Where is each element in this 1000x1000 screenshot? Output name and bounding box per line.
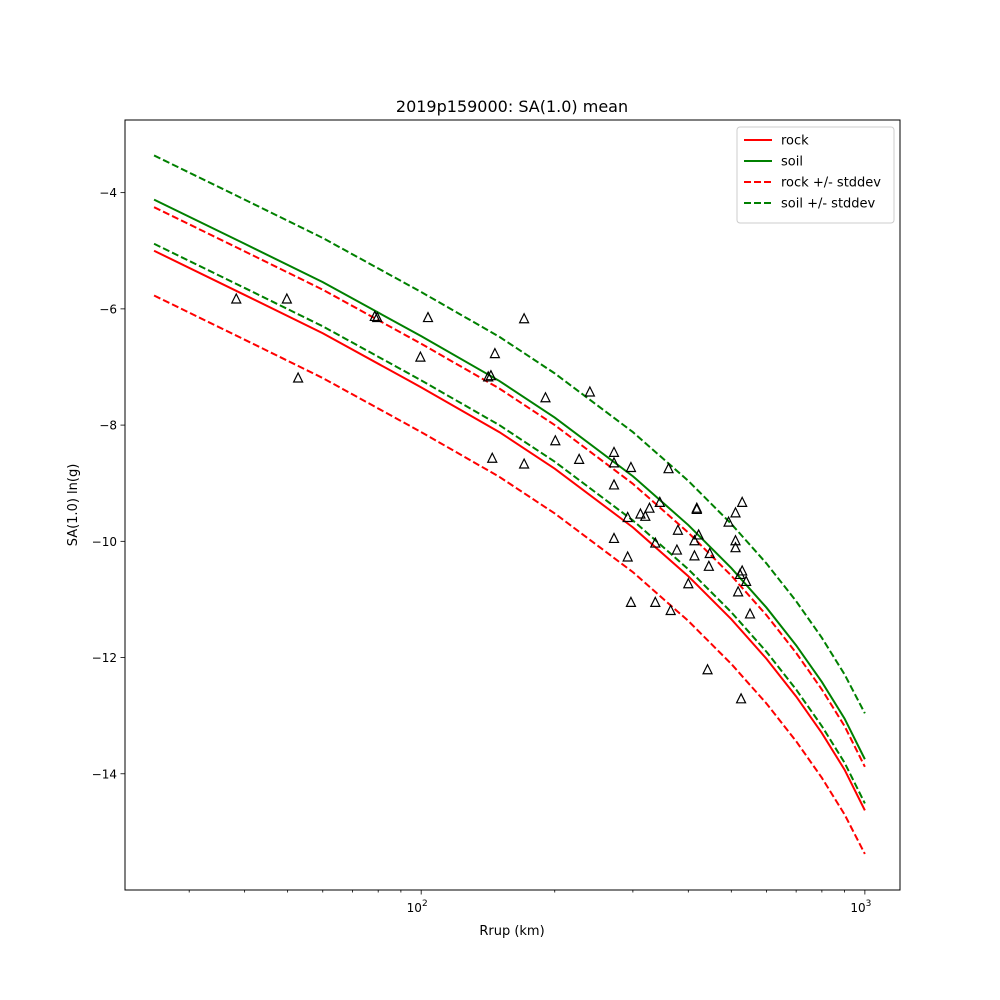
observation-point [736, 496, 748, 507]
y-tick-label: −12 [92, 651, 117, 665]
legend-label: rock [781, 134, 809, 149]
observation-point [671, 543, 683, 555]
chart-title: 2019p159000: SA(1.0) mean [396, 97, 628, 116]
y-tick-label: −6 [99, 302, 117, 316]
legend: rock soil rock +/- stddev soil +/- stddev [736, 126, 895, 224]
observation-point [622, 511, 634, 523]
observation-point [704, 547, 716, 559]
observation-point [735, 692, 747, 704]
observation-point [634, 507, 646, 519]
y-axis-label: SA(1.0) ln(g) [66, 464, 81, 547]
legend-box [736, 126, 895, 224]
observation-point [730, 506, 741, 518]
observation-point [422, 311, 434, 323]
observation-point [608, 532, 620, 544]
observation-point [539, 391, 551, 403]
observation-point [693, 528, 705, 540]
observation-point [730, 534, 741, 546]
observation-point [518, 457, 530, 469]
series-line-0 [153, 249, 866, 811]
observation-point [740, 575, 752, 587]
series-line-2 [153, 206, 866, 768]
observation-point [730, 541, 741, 553]
observation-point [608, 478, 620, 490]
observation-point [682, 577, 694, 589]
observation-point [723, 515, 735, 527]
y-tick-label: −4 [99, 186, 117, 200]
observation-point [639, 509, 651, 521]
observation-point [672, 523, 684, 535]
observation-point [549, 434, 561, 446]
series-line-5 [153, 242, 866, 804]
y-tick-label: −8 [99, 419, 117, 433]
observation-point [744, 607, 756, 619]
legend-label: soil +/- stddev [781, 197, 876, 212]
observation-point [573, 453, 585, 464]
x-axis-ticks: 102 103 [188, 890, 871, 915]
model-curves [153, 154, 866, 855]
observation-point [281, 292, 293, 304]
y-axis-ticks: −4 −6 −8 −10 −12 −14 [92, 186, 125, 781]
observation-point [608, 456, 620, 468]
observation-point [654, 496, 666, 507]
observation-point [644, 501, 655, 513]
observation-point [649, 536, 661, 548]
observation-point [703, 559, 715, 571]
observation-point [518, 312, 530, 324]
observation-point [608, 446, 620, 458]
observation-point [691, 501, 703, 513]
observation-point [371, 311, 383, 323]
observation-point [663, 462, 675, 474]
observation-point [489, 347, 501, 359]
series-line-3 [153, 294, 866, 855]
observation-point [688, 534, 700, 546]
series-line-4 [153, 154, 866, 714]
observation-point [230, 292, 242, 304]
observation-point [702, 663, 714, 675]
y-tick-label: −14 [92, 767, 117, 781]
series-line-1 [153, 198, 866, 760]
observation-point [369, 310, 381, 322]
observation-point [665, 604, 677, 616]
observation-points [230, 292, 756, 704]
plot-area-frame [124, 119, 901, 891]
observation-point [584, 385, 596, 397]
observation-point [688, 549, 700, 561]
observation-point [736, 564, 748, 576]
observation-point [414, 350, 426, 362]
observation-point [622, 550, 634, 562]
observation-point [649, 595, 661, 607]
y-tick-label: −10 [92, 535, 117, 549]
observation-point [482, 370, 494, 382]
observation-point [732, 585, 744, 597]
observation-point [625, 461, 637, 473]
observation-point [625, 595, 637, 607]
observation-point [485, 369, 497, 381]
legend-label: rock +/- stddev [781, 176, 881, 191]
observation-point [486, 451, 498, 463]
observation-point [292, 371, 304, 383]
x-axis-label: Rrup (km) [479, 924, 544, 939]
legend-label: soil [781, 155, 803, 170]
